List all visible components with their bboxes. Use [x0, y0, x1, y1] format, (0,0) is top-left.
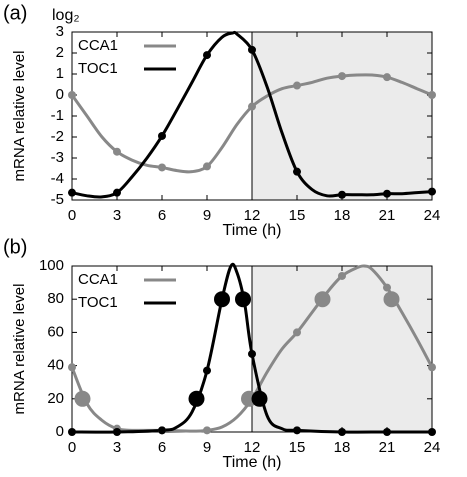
- marker: [314, 291, 331, 308]
- marker: [338, 428, 346, 436]
- x-tick-label: 6: [158, 207, 166, 224]
- marker: [338, 190, 346, 199]
- y-tick-label: -3: [51, 149, 64, 166]
- x-axis-label: Time (h): [223, 222, 282, 239]
- legend-label: TOC1: [78, 294, 118, 311]
- marker: [293, 81, 301, 90]
- marker: [383, 428, 391, 436]
- panel-label: (a): [3, 2, 27, 24]
- x-tick-label: 0: [68, 207, 76, 224]
- marker: [203, 366, 211, 375]
- x-tick-label: 9: [203, 207, 211, 224]
- y-tick-label: -1: [51, 107, 64, 124]
- x-tick-label: 21: [379, 439, 396, 456]
- marker: [428, 428, 436, 436]
- line: [71, 262, 432, 434]
- y-axis-label: mRNA relative level: [11, 284, 28, 415]
- shaded-region: [251, 265, 433, 433]
- x-tick-label: 9: [203, 439, 211, 456]
- marker: [383, 73, 391, 82]
- legend-label: CCA1: [78, 37, 118, 54]
- y-tick-label: 0: [56, 423, 64, 440]
- x-tick-label: 24: [424, 439, 441, 456]
- marker: [203, 426, 211, 435]
- panel-label: (b): [3, 236, 27, 258]
- x-tick-label: 3: [113, 439, 121, 456]
- marker: [113, 428, 121, 436]
- marker: [428, 91, 436, 99]
- plot-frame: [71, 31, 433, 201]
- line: [71, 30, 433, 199]
- marker: [68, 363, 76, 372]
- marker: [74, 390, 91, 407]
- marker: [68, 188, 76, 197]
- marker: [293, 426, 301, 435]
- marker: [113, 147, 121, 156]
- y-tick-label: 80: [47, 290, 64, 307]
- marker: [428, 187, 436, 196]
- marker: [235, 291, 251, 308]
- marker: [188, 390, 205, 407]
- plot-frame: [71, 265, 433, 433]
- marker: [248, 349, 256, 358]
- x-tick-label: 18: [334, 439, 351, 456]
- marker: [293, 328, 301, 337]
- y-axis-label: mRNA relative level: [11, 51, 28, 182]
- x-tick-label: 18: [334, 207, 351, 224]
- y-tick-label: 100: [39, 257, 64, 274]
- marker: [248, 45, 256, 54]
- marker: [383, 283, 391, 292]
- y-tick-label: 3: [56, 23, 64, 40]
- y-tick-label: 60: [47, 323, 64, 340]
- marker: [338, 72, 346, 81]
- x-tick-label: 3: [113, 207, 121, 224]
- y-tick-label: -4: [51, 170, 64, 187]
- marker: [338, 271, 346, 280]
- marker: [158, 426, 166, 435]
- legend-label: CCA1: [78, 271, 118, 288]
- x-tick-label: 12: [244, 439, 261, 456]
- x-tick-label: 24: [424, 207, 441, 224]
- marker: [113, 188, 121, 197]
- marker: [68, 91, 76, 99]
- y-tick-label: 1: [56, 65, 64, 82]
- marker: [203, 162, 211, 171]
- x-tick-label: 12: [244, 207, 261, 224]
- legend-label: TOC1: [78, 60, 118, 77]
- marker: [248, 102, 256, 111]
- marker: [293, 167, 301, 176]
- y-tick-label: 2: [56, 44, 64, 61]
- marker: [383, 291, 400, 308]
- marker: [428, 363, 436, 372]
- marker: [251, 390, 268, 407]
- y-tick-label: 40: [47, 357, 64, 374]
- y-tick-label: -5: [51, 191, 64, 208]
- x-axis-label: Time (h): [223, 454, 282, 471]
- marker: [203, 51, 211, 60]
- marker: [158, 131, 166, 140]
- y-tick-label: -2: [51, 128, 64, 145]
- marker: [158, 163, 166, 172]
- x-tick-label: 6: [158, 439, 166, 456]
- marker: [214, 291, 230, 308]
- shaded-region: [251, 31, 433, 201]
- marker: [383, 189, 391, 198]
- marker: [68, 428, 76, 436]
- x-tick-label: 21: [379, 207, 396, 224]
- y-tick-label: 0: [56, 86, 64, 103]
- x-tick-label: 15: [289, 439, 306, 456]
- unit-label: log₂: [52, 7, 80, 24]
- y-tick-label: 20: [47, 390, 64, 407]
- x-tick-label: 0: [68, 439, 76, 456]
- x-tick-label: 15: [289, 207, 306, 224]
